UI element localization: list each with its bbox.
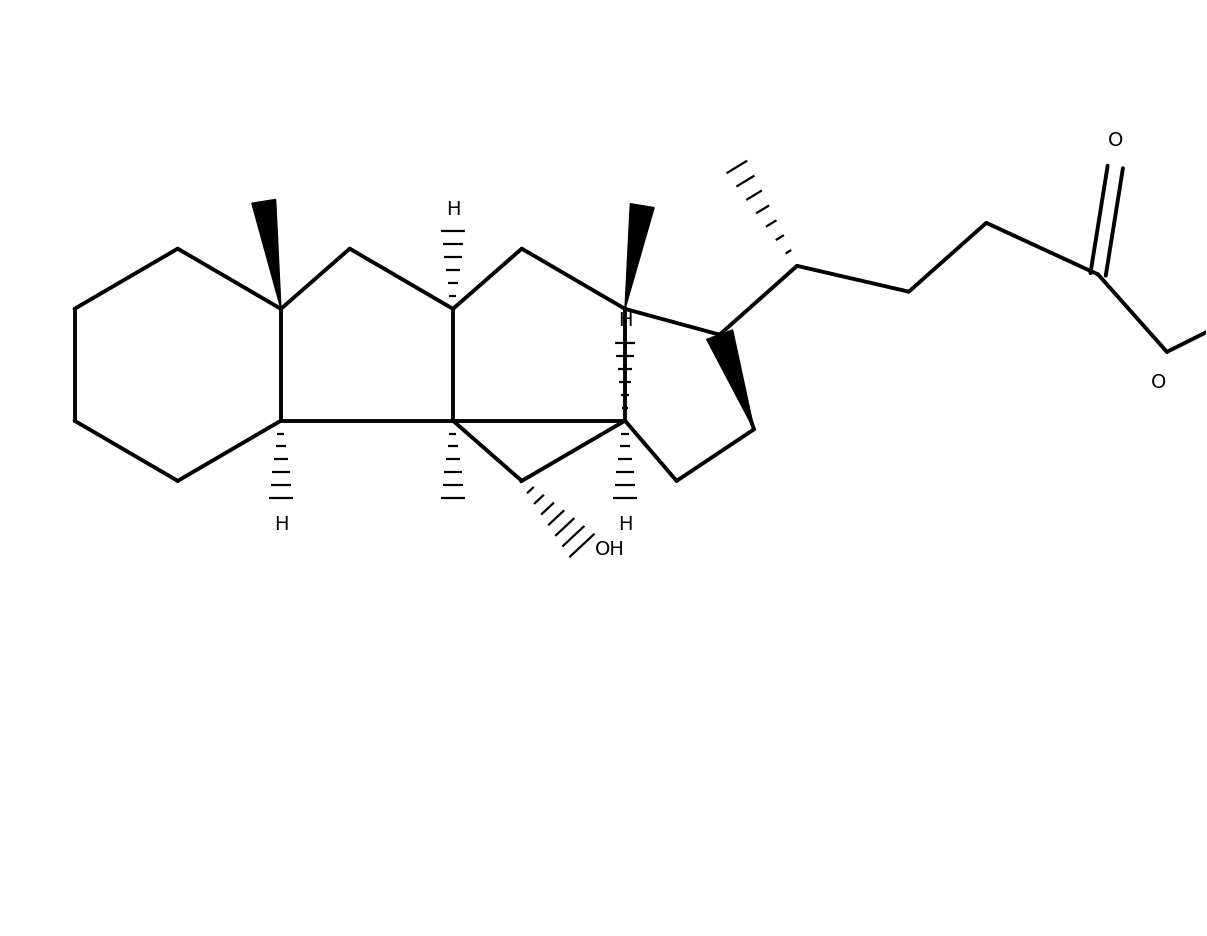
Polygon shape: [706, 330, 754, 430]
Text: O: O: [1150, 373, 1166, 392]
Text: H: H: [618, 312, 632, 330]
Text: H: H: [274, 516, 288, 534]
Text: O: O: [1108, 131, 1123, 150]
Text: H: H: [618, 516, 632, 534]
Polygon shape: [252, 199, 281, 309]
Text: H: H: [445, 199, 460, 218]
Text: OH: OH: [595, 540, 625, 559]
Polygon shape: [625, 204, 654, 309]
